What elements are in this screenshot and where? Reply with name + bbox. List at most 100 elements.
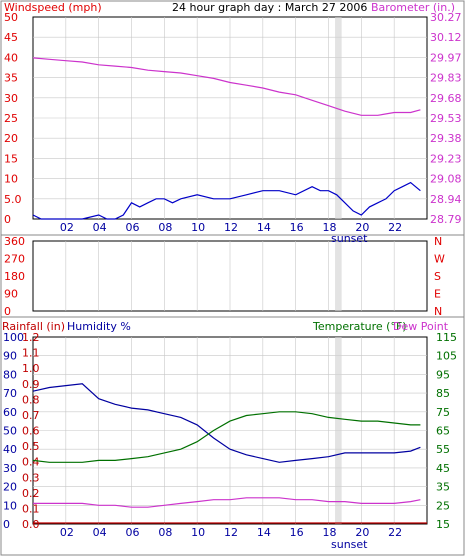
barometer-tick-label: 29.68	[430, 92, 462, 105]
wind-tick-label: 30	[4, 92, 18, 105]
humidity-axis-title: Humidity %	[67, 320, 131, 333]
barometer-tick-label: 29.08	[430, 173, 462, 186]
temperature-tick-label: 75	[436, 406, 450, 419]
direction-tick-label: 0	[4, 305, 11, 318]
x-tick-label: 16	[290, 221, 304, 234]
x-tick-label: 08	[158, 221, 172, 234]
rain-tick-label: 0.0	[22, 518, 40, 531]
barometer-line	[32, 57, 421, 116]
wind-series	[32, 57, 421, 220]
x-tick-label: 22	[388, 526, 402, 539]
x-tick-label: 06	[126, 526, 140, 539]
sunset-band	[335, 337, 342, 524]
temperature-tick-label: 105	[436, 350, 457, 363]
humidity-tick-label: 100	[3, 331, 24, 344]
barometer-tick-label: 29.38	[430, 132, 462, 145]
rain-tick-label: 1.2	[22, 331, 40, 344]
rain-tick-label: 0.3	[22, 471, 40, 484]
temperature-tick-label: 15	[436, 518, 450, 531]
sunset-band	[335, 241, 342, 311]
wind-axis-title: Windspeed (mph)	[4, 1, 102, 14]
temperature-tick-label: 95	[436, 368, 450, 381]
grid-direction	[65, 241, 395, 311]
compass-label: W	[434, 253, 445, 266]
temperature-tick-label: 35	[436, 481, 450, 494]
x-tick-label: 04	[93, 526, 107, 539]
temperature-tick-label: 55	[436, 443, 450, 456]
rain-axis-title: Rainfall (in)	[2, 320, 65, 333]
temperature-tick-label: 85	[436, 387, 450, 400]
humidity-tick-label: 20	[3, 481, 17, 494]
direction-tick-label: 90	[4, 288, 18, 301]
x-tick-label: 22	[388, 221, 402, 234]
barometer-tick-label: 29.97	[430, 51, 462, 64]
x-tick-label: 08	[158, 526, 172, 539]
x-tick-label: 14	[257, 221, 271, 234]
direction-tick-label: 360	[4, 235, 25, 248]
x-tick-label: 04	[93, 221, 107, 234]
rain-tick-label: 0.9	[22, 378, 40, 391]
humidity-tick-label: 10	[3, 499, 17, 512]
barometer-axis-title: Barometer (in.)	[371, 1, 455, 14]
temperature-axis-title: Temperature (°F)	[312, 320, 407, 333]
wind-tick-label: 45	[4, 31, 18, 44]
rain-tick-label: 0.5	[22, 440, 40, 453]
grid-wind	[33, 17, 427, 219]
grid-temp	[33, 337, 427, 524]
humidity-tick-label: 30	[3, 462, 17, 475]
dewpoint-line	[33, 497, 421, 508]
humidity-tick-label: 0	[3, 518, 10, 531]
x-tick-label: 16	[290, 526, 304, 539]
temperature-tick-label: 25	[436, 499, 450, 512]
humidity-tick-label: 40	[3, 443, 17, 456]
barometer-tick-label: 29.53	[430, 112, 462, 125]
wind-tick-label: 5.0	[4, 193, 22, 206]
wind-ticks: 50 45 40 35 30 25 20 15 10 5.0 0	[4, 11, 22, 226]
sunset-band	[335, 17, 342, 219]
wind-tick-label: 15	[4, 152, 18, 165]
x-tick-label: 10	[191, 221, 205, 234]
rain-ticks: 1.2 1.1 1.0 0.9 0.8 0.7 0.6 0.5 0.4 0.3 0.2 0.1 0.0	[22, 331, 40, 531]
wind-tick-label: 50	[4, 11, 18, 24]
humidity-line	[32, 383, 421, 463]
barometer-ticks: 30.27 30.12 29.97 29.83 29.68 29.53 29.38 29.23…	[430, 11, 462, 226]
temperature-line	[32, 411, 421, 463]
x-tick-label: 12	[224, 526, 238, 539]
humidity-tick-label: 60	[3, 406, 17, 419]
x-tick-label: 18	[323, 221, 337, 234]
temperature-tick-label: 65	[436, 425, 450, 438]
rain-tick-label: 0.1	[22, 502, 40, 515]
x-tick-label: 18	[323, 526, 337, 539]
temperature-ticks: 115 105 95 85 75 65 55 45 35 25 15	[436, 331, 457, 531]
barometer-tick-label: 29.23	[430, 152, 462, 165]
humidity-tick-label: 50	[3, 425, 17, 438]
barometer-tick-label: 30.12	[430, 31, 462, 44]
x-tick-label: 06	[126, 221, 140, 234]
compass-label: N	[434, 235, 442, 248]
barometer-tick-label: 30.27	[430, 11, 462, 24]
x-tick-label: 14	[257, 526, 271, 539]
x-ticks-bottom: 02 04 06 08 10 12 14 16 18 20 22	[60, 526, 402, 539]
compass-label: E	[434, 288, 441, 301]
x-ticks-top: 02 04 06 08 10 12 14 16 18 20 22	[60, 221, 402, 234]
rain-tick-label: 1.0	[22, 362, 40, 375]
rain-tick-label: 0.7	[22, 409, 40, 422]
compass-label: S	[434, 270, 441, 283]
compass-label: N	[434, 305, 442, 318]
rain-tick-label: 0.6	[22, 425, 40, 438]
humidity-tick-label: 90	[3, 350, 17, 363]
x-tick-label: 20	[355, 526, 369, 539]
x-tick-label: 02	[60, 526, 74, 539]
temp-series	[32, 383, 427, 524]
barometer-tick-label: 29.83	[430, 72, 462, 85]
wind-tick-label: 20	[4, 132, 18, 145]
direction-tick-label: 180	[4, 270, 25, 283]
wind-tick-label: 25	[4, 112, 18, 125]
windspeed-line	[32, 181, 421, 220]
wind-tick-label: 35	[4, 72, 18, 85]
